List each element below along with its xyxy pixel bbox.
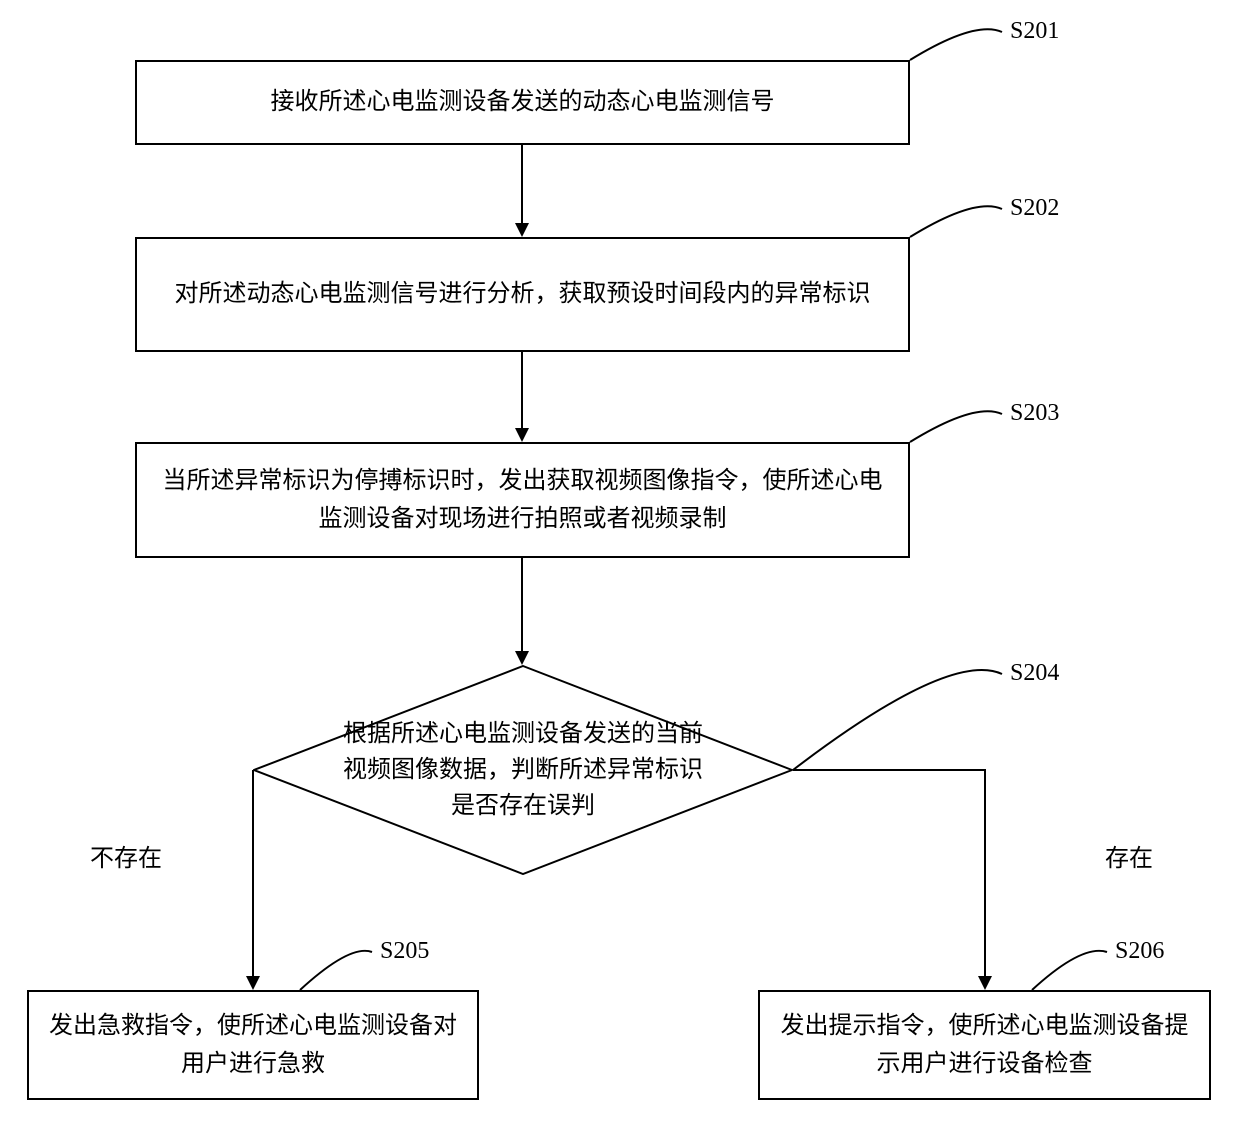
edge-s203-s204 bbox=[521, 558, 523, 651]
node-s201: 接收所述心电监测设备发送的动态心电监测信号 bbox=[135, 60, 910, 145]
node-s203: 当所述异常标识为停搏标识时，发出获取视频图像指令，使所述心电监测设备对现场进行拍… bbox=[135, 442, 910, 558]
edge-s202-s203 bbox=[521, 352, 523, 428]
branch-label-right-text: 存在 bbox=[1105, 846, 1153, 872]
edge-s202-s203-head bbox=[515, 428, 529, 442]
label-s206-text: S206 bbox=[1115, 938, 1164, 964]
label-s201: S201 bbox=[1010, 18, 1059, 45]
label-s205: S205 bbox=[380, 938, 429, 965]
node-s204-text: 根据所述心电监测设备发送的当前视频图像数据，判断所述异常标识是否存在误判 bbox=[333, 716, 713, 824]
node-s202: 对所述动态心电监测信号进行分析，获取预设时间段内的异常标识 bbox=[135, 237, 910, 352]
edge-s204-s205-head bbox=[246, 976, 260, 990]
leader-s202 bbox=[0, 0, 1240, 1130]
node-s202-text: 对所述动态心电监测信号进行分析，获取预设时间段内的异常标识 bbox=[175, 275, 871, 313]
label-s202-text: S202 bbox=[1010, 195, 1059, 221]
label-s201-text: S201 bbox=[1010, 18, 1059, 44]
node-s204: 根据所述心电监测设备发送的当前视频图像数据，判断所述异常标识是否存在误判 bbox=[253, 665, 793, 875]
edge-s201-s202-head bbox=[515, 223, 529, 237]
node-s203-text: 当所述异常标识为停搏标识时，发出获取视频图像指令，使所述心电监测设备对现场进行拍… bbox=[153, 462, 892, 539]
branch-label-left: 不存在 bbox=[90, 838, 162, 873]
branch-label-right: 存在 bbox=[1105, 838, 1153, 873]
node-s201-text: 接收所述心电监测设备发送的动态心电监测信号 bbox=[271, 83, 775, 121]
leader-s206 bbox=[0, 0, 1240, 1130]
edge-s204-s206-h bbox=[793, 769, 985, 771]
label-s206: S206 bbox=[1115, 938, 1164, 965]
node-s206: 发出提示指令，使所述心电监测设备提示用户进行设备检查 bbox=[758, 990, 1211, 1100]
leader-s201 bbox=[0, 0, 1240, 1130]
edge-s204-s205-v bbox=[252, 770, 254, 976]
branch-label-left-text: 不存在 bbox=[90, 846, 162, 872]
label-s204: S204 bbox=[1010, 660, 1059, 687]
leader-s203 bbox=[0, 0, 1240, 1130]
node-s205-text: 发出急救指令，使所述心电监测设备对用户进行急救 bbox=[45, 1007, 461, 1084]
edge-s204-s206-v bbox=[984, 769, 986, 976]
leader-s205 bbox=[0, 0, 1240, 1130]
edge-s201-s202 bbox=[521, 145, 523, 223]
edge-s204-s206-head bbox=[978, 976, 992, 990]
label-s204-text: S204 bbox=[1010, 660, 1059, 686]
label-s202: S202 bbox=[1010, 195, 1059, 222]
flowchart-canvas: 接收所述心电监测设备发送的动态心电监测信号 S201 对所述动态心电监测信号进行… bbox=[0, 0, 1240, 1130]
leader-s204 bbox=[0, 0, 1240, 1130]
label-s205-text: S205 bbox=[380, 938, 429, 964]
label-s203-text: S203 bbox=[1010, 400, 1059, 426]
node-s206-text: 发出提示指令，使所述心电监测设备提示用户进行设备检查 bbox=[776, 1007, 1193, 1084]
label-s203: S203 bbox=[1010, 400, 1059, 427]
node-s205: 发出急救指令，使所述心电监测设备对用户进行急救 bbox=[27, 990, 479, 1100]
edge-s203-s204-head bbox=[515, 651, 529, 665]
